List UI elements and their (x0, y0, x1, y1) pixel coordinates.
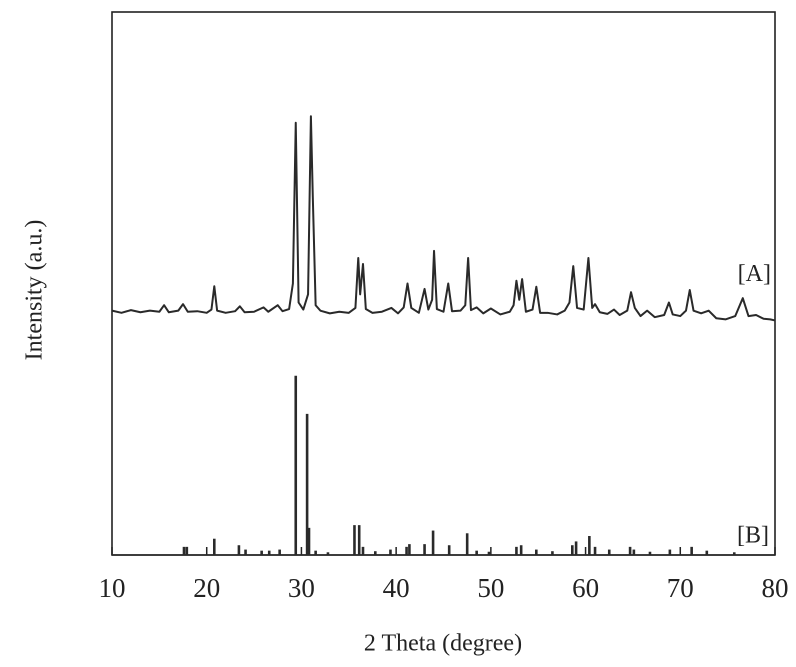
series-label: [A] (738, 261, 771, 287)
x-tick-label: 10 (99, 573, 126, 603)
x-axis-title: 2 Theta (degree) (364, 631, 522, 657)
x-tick-label: 40 (383, 573, 410, 603)
series-label: [B] (737, 523, 769, 549)
x-tick-label: 70 (667, 573, 694, 603)
x-tick-label: 30 (288, 573, 315, 603)
pattern-line (111, 115, 776, 322)
x-tick-label: 80 (762, 573, 789, 603)
x-tick-label: 20 (193, 573, 220, 603)
y-axis-title: Intensity (a.u.) (22, 220, 48, 361)
plot-frame (111, 11, 776, 556)
x-tick-label: 50 (477, 573, 504, 603)
x-tick-label: 60 (572, 573, 599, 603)
